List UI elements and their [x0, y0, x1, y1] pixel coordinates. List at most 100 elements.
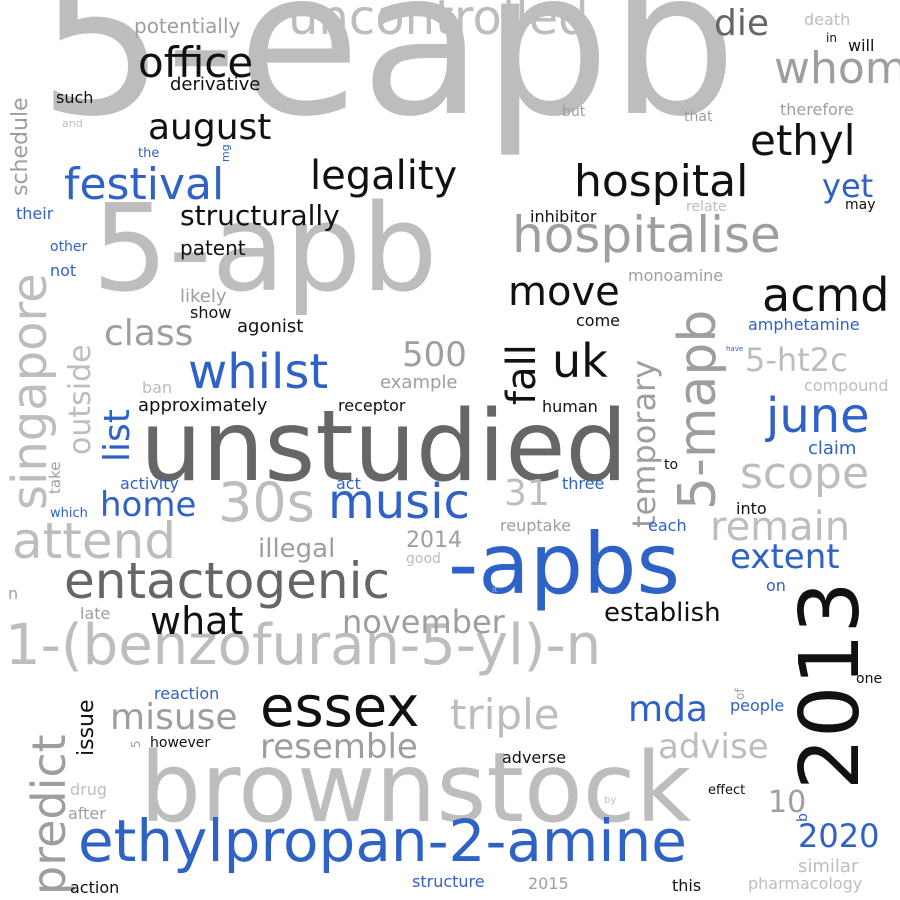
word-their: their [16, 204, 54, 223]
word-this: this [672, 876, 702, 895]
word-unstudied: unstudied [140, 390, 628, 504]
word-triple: triple [450, 690, 560, 739]
word-not: not [50, 261, 77, 280]
word-have: have [726, 345, 744, 353]
word-yet: yet [822, 167, 874, 205]
word-what: what [150, 599, 244, 643]
word-500: 500 [402, 335, 467, 375]
word-claim: claim [808, 438, 857, 459]
word-structure: structure [412, 872, 485, 891]
word-monoamine: monoamine [628, 266, 724, 285]
word-misuse: misuse [110, 697, 238, 738]
word-compound: compound [804, 376, 889, 395]
word-one: one [856, 671, 883, 687]
word-come: come [576, 311, 621, 330]
word-advise: advise [658, 727, 769, 767]
word-example: example [380, 372, 458, 393]
word-on: on [766, 576, 786, 595]
word-uncontrolled: uncontrolled [288, 0, 589, 46]
word-pharmacology: pharmacology [748, 874, 863, 893]
word-but: but [562, 104, 586, 120]
word-structurally: structurally [180, 199, 340, 232]
word-5-apb: 5-apb [92, 180, 438, 319]
word-by: by [604, 795, 617, 806]
word-august: august [148, 107, 272, 148]
word-effect: effect [708, 783, 746, 798]
word-patent: patent [180, 236, 246, 260]
word-receptor: receptor [338, 396, 406, 415]
word-adverse: adverse [502, 748, 567, 767]
word-good: good [406, 551, 441, 567]
word-apbs: -apbs [448, 515, 681, 613]
word-hospital: hospital [574, 156, 749, 207]
word-however: however [150, 735, 211, 751]
word-to: to [664, 457, 679, 473]
word-5-mapb: 5-mapb [668, 309, 728, 510]
word-into: into [736, 499, 767, 518]
word-amphetamine: amphetamine [748, 315, 860, 334]
word-take: take [46, 461, 64, 494]
word-extent: extent [730, 537, 840, 577]
word-illegal: illegal [258, 534, 336, 564]
word-home: home [100, 485, 197, 525]
word-potentially: potentially [134, 14, 241, 38]
word-establish: establish [604, 598, 721, 628]
word-outside: outside [63, 344, 98, 455]
word-brownstock: brownstock [140, 732, 692, 844]
word-therefore: therefore [780, 100, 854, 119]
word-entactogenic: entactogenic [64, 552, 390, 610]
word-2020: 2020 [798, 817, 880, 855]
word-acmd: acmd [762, 268, 890, 322]
word-which: which [50, 506, 88, 521]
word-music: music [328, 474, 470, 530]
word-it: it [492, 585, 498, 594]
word-approximately: approximately [138, 395, 268, 416]
word-die: die [714, 3, 770, 44]
word-relate: relate [686, 199, 727, 215]
word-temporary: temporary [625, 359, 663, 528]
word-predict: predict [22, 734, 76, 895]
word-june: june [766, 388, 870, 444]
word-the: the [138, 146, 160, 161]
word-b: b [795, 813, 811, 822]
word-people: people [730, 696, 785, 715]
word-derivative: derivative [170, 74, 261, 95]
word-uk: uk [552, 334, 608, 388]
word-drug: drug [70, 780, 108, 799]
word-class: class [104, 313, 194, 354]
word-whilst: whilst [188, 344, 329, 400]
word-three: three [562, 474, 605, 493]
word-resemble: resemble [260, 727, 418, 767]
word-each: each [648, 516, 687, 535]
word-whom: whom [774, 43, 900, 94]
word-late: late [80, 604, 111, 623]
word-attend: attend [12, 512, 177, 570]
word-ethylpropan-2-amine: ethylpropan-2-amine [78, 807, 687, 875]
word-reuptake: reuptake [500, 516, 571, 535]
word-show: show [190, 303, 232, 322]
word-such: such [56, 88, 94, 107]
word-office: office [138, 38, 254, 87]
word-2015: 2015 [528, 874, 569, 893]
word-will: will [848, 36, 875, 55]
word-issue: issue [74, 699, 99, 756]
word-ban: ban [142, 378, 173, 397]
word-5: 5 [129, 740, 143, 748]
word-n: n [8, 584, 19, 603]
word-move: move [508, 269, 620, 315]
word-festival: festival [64, 159, 225, 210]
word-list: list [97, 409, 138, 462]
word-other: other [50, 239, 88, 255]
word-agonist: agonist [237, 316, 304, 337]
word-similar: similar [798, 856, 859, 877]
word-30s: 30s [218, 471, 315, 534]
word-31: 31 [504, 473, 550, 514]
word-remain: remain [710, 504, 851, 550]
word-hospitalise: hospitalise [512, 206, 781, 264]
word-that: that [684, 109, 713, 125]
word-10: 10 [768, 785, 807, 820]
word-likely: likely [180, 286, 227, 307]
word-ethyl: ethyl [750, 116, 856, 165]
word-5-ht2c: 5-ht2c [745, 341, 848, 379]
